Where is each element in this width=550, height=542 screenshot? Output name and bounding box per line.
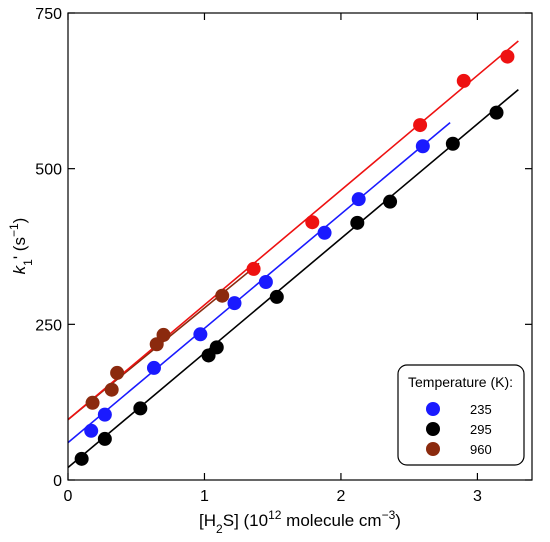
data-point-960-1 bbox=[104, 382, 119, 397]
legend-box bbox=[397, 364, 525, 466]
legend-marker-295 bbox=[426, 422, 440, 436]
x-tick-label: 0 bbox=[64, 488, 73, 505]
legend-marker-960 bbox=[426, 442, 440, 456]
data-points bbox=[74, 49, 515, 466]
x-axis-title: [H2S] (1012 molecule cm−3) bbox=[199, 508, 401, 536]
data-point-295-6 bbox=[350, 215, 365, 230]
data-point-295-4 bbox=[209, 340, 224, 355]
x-tick-label: 2 bbox=[336, 488, 345, 505]
data-point-series-3-1 bbox=[305, 215, 320, 230]
data-point-235-0 bbox=[84, 423, 99, 438]
legend: Temperature (K): 235 295 960 bbox=[397, 364, 525, 466]
data-point-295-8 bbox=[445, 136, 460, 151]
data-point-960-0 bbox=[85, 395, 100, 410]
data-point-295-2 bbox=[133, 401, 148, 416]
data-point-series-3-3 bbox=[456, 73, 471, 88]
data-point-235-2 bbox=[146, 360, 161, 375]
data-point-series-3-0 bbox=[246, 261, 261, 276]
y-tick-label: 0 bbox=[53, 473, 62, 490]
legend-label-235: 235 bbox=[470, 402, 492, 417]
data-point-series-3-2 bbox=[413, 118, 428, 133]
data-point-295-0 bbox=[74, 451, 89, 466]
y-tick-label: 250 bbox=[35, 317, 62, 334]
x-axis-ticks: 0 1 2 3 bbox=[64, 13, 482, 505]
y-tick-label: 750 bbox=[35, 6, 62, 23]
data-point-295-7 bbox=[383, 194, 398, 209]
data-point-series-3-4 bbox=[500, 49, 515, 64]
data-point-235-7 bbox=[351, 192, 366, 207]
data-point-960-5 bbox=[215, 288, 230, 303]
x-tick-label: 1 bbox=[200, 488, 209, 505]
y-tick-label: 500 bbox=[35, 162, 62, 179]
fit-line-series-3 bbox=[67, 40, 519, 421]
data-point-235-5 bbox=[258, 274, 273, 289]
data-point-235-3 bbox=[193, 327, 208, 342]
y-axis-ticks: 0 250 500 750 bbox=[35, 6, 532, 490]
data-point-235-8 bbox=[415, 139, 430, 154]
data-point-235-6 bbox=[317, 225, 332, 240]
legend-label-960: 960 bbox=[470, 442, 492, 457]
legend-title: Temperature (K): bbox=[408, 374, 513, 390]
data-point-295-5 bbox=[269, 289, 284, 304]
data-point-295-1 bbox=[97, 431, 112, 446]
legend-marker-235 bbox=[426, 402, 440, 416]
y-axis-title: k1' (s−1) bbox=[7, 218, 35, 275]
legend-label-295: 295 bbox=[470, 422, 492, 437]
x-tick-label: 3 bbox=[473, 488, 482, 505]
data-point-235-4 bbox=[227, 296, 242, 311]
data-point-960-2 bbox=[110, 365, 125, 380]
plot-frame bbox=[67, 12, 533, 481]
data-point-235-1 bbox=[97, 407, 112, 422]
data-point-960-4 bbox=[156, 327, 171, 342]
data-point-295-9 bbox=[489, 105, 504, 120]
